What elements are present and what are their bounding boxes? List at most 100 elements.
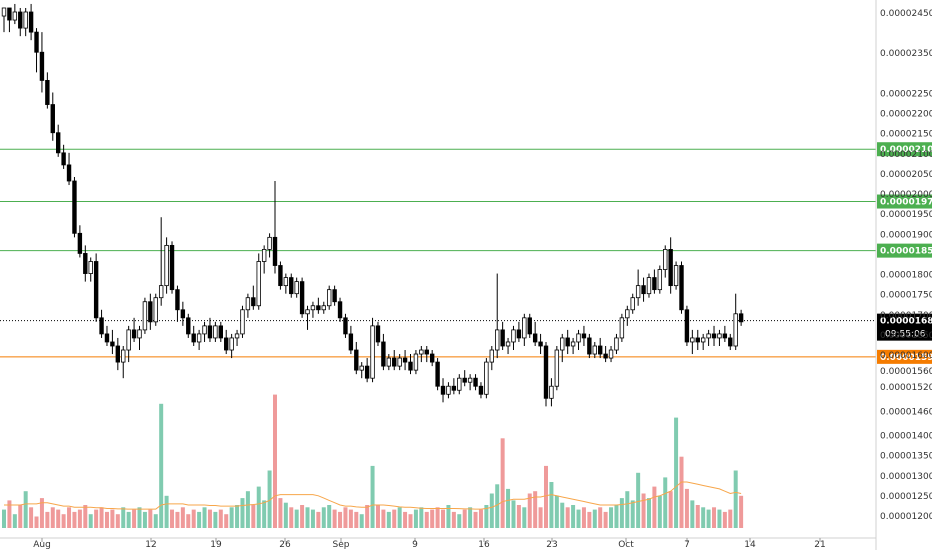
candle-body-down xyxy=(424,349,429,355)
last-price-badge xyxy=(877,313,932,341)
volume-bar xyxy=(576,509,581,528)
volume-bar xyxy=(424,511,429,528)
candle-body-up xyxy=(733,313,738,347)
candle-body-down xyxy=(738,313,744,323)
volume-bar xyxy=(674,417,679,528)
candle-body-down xyxy=(169,244,175,291)
candle-body-down xyxy=(7,7,12,21)
volume-bar xyxy=(235,505,240,528)
volume-bar xyxy=(45,511,50,528)
volume-bar xyxy=(175,511,180,528)
volume-bar xyxy=(484,505,489,528)
support-price-badge xyxy=(877,349,932,364)
price-tick-label: 0.00001300 xyxy=(880,472,932,482)
candle-body-up xyxy=(511,329,516,343)
volume-bar xyxy=(549,482,554,528)
candle-body-up xyxy=(386,357,392,367)
volume-bar xyxy=(603,511,608,528)
candle-body-up xyxy=(625,309,630,319)
candle-body-down xyxy=(408,361,413,371)
volume-bar xyxy=(641,493,646,528)
volume-bar xyxy=(34,516,39,528)
volume-bar xyxy=(625,491,630,528)
volume-bar xyxy=(630,500,635,528)
candle-body-up xyxy=(153,297,158,323)
time-tick-label: 23 xyxy=(546,540,557,550)
candle-body-down xyxy=(538,341,543,347)
candle-body-up xyxy=(321,305,326,311)
volume-bar xyxy=(213,511,218,528)
price-tick-label: 0.00002100 xyxy=(880,150,932,160)
volume-bar xyxy=(148,509,153,528)
candle-body-down xyxy=(148,301,153,323)
volume-bar xyxy=(359,514,364,528)
candle-body-down xyxy=(207,325,213,339)
volume-bar xyxy=(2,509,6,528)
candle-body-down xyxy=(251,297,256,307)
volume-bar xyxy=(435,507,440,528)
time-tick-label: 16 xyxy=(478,540,490,550)
volume-bar xyxy=(310,509,315,528)
volume-bar xyxy=(262,500,267,528)
candle-body-up xyxy=(267,236,272,250)
volume-bar xyxy=(251,505,256,528)
candle-body-down xyxy=(332,289,337,303)
volume-bar xyxy=(240,498,245,528)
candle-body-down xyxy=(722,333,728,339)
volume-bar xyxy=(229,507,234,528)
volume-bar xyxy=(29,507,34,528)
volume-bar xyxy=(739,495,744,528)
candle-body-down xyxy=(45,80,50,105)
candle-body-down xyxy=(115,345,121,363)
time-tick-label: 7 xyxy=(684,540,690,550)
price-tick-label: 0.00001800 xyxy=(880,271,932,281)
candle-body-down xyxy=(581,333,587,339)
candle-body-down xyxy=(473,377,478,387)
volume-bar xyxy=(50,507,55,528)
volume-bar xyxy=(381,509,386,528)
candle-body-down xyxy=(316,305,321,311)
candle-body-up xyxy=(359,365,364,371)
candle-body-up xyxy=(234,333,240,339)
volume-bar xyxy=(392,509,397,528)
candle-body-down xyxy=(299,281,305,315)
volume-bar xyxy=(544,465,548,528)
candle-body-up xyxy=(706,333,711,339)
candle-body-down xyxy=(272,236,278,266)
price-tick-label: 0.00002350 xyxy=(880,49,932,59)
price-tick-label: 0.00001400 xyxy=(880,432,932,442)
volume-bar xyxy=(446,505,451,528)
volume-bar xyxy=(712,507,717,528)
candle-body-up xyxy=(240,309,245,335)
volume-bar xyxy=(72,511,77,528)
volume-bar xyxy=(695,505,700,528)
resistance-price-label: 0.00001857 xyxy=(880,247,932,257)
resistance-price-badge xyxy=(877,142,932,157)
volume-bar xyxy=(646,498,651,528)
candle-body-down xyxy=(695,337,700,343)
price-tick-label: 0.00001650 xyxy=(880,331,932,341)
price-tick-label: 0.00002050 xyxy=(880,170,932,180)
volume-bar xyxy=(527,493,532,528)
last-price-label: 0.00001683 xyxy=(880,317,932,327)
volume-bar xyxy=(408,514,413,528)
time-tick-label: Oct xyxy=(618,540,634,550)
candle-body-up xyxy=(261,249,267,262)
volume-bar xyxy=(305,507,310,528)
candle-body-down xyxy=(175,289,180,311)
volume-bar xyxy=(663,477,668,528)
candle-body-up xyxy=(495,329,500,351)
candle-body-down xyxy=(603,353,608,359)
volume-bar xyxy=(495,484,500,528)
candle-body-down xyxy=(61,152,66,166)
candle-body-up xyxy=(397,357,402,367)
candle-body-up xyxy=(158,285,164,299)
candle-body-up xyxy=(142,301,148,331)
time-tick-label: 26 xyxy=(279,540,291,550)
volume-bar xyxy=(170,509,175,528)
volume-bar xyxy=(104,511,109,528)
candle-body-up xyxy=(646,277,652,295)
